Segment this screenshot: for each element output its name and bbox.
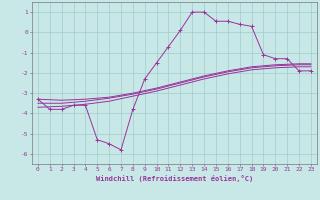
X-axis label: Windchill (Refroidissement éolien,°C): Windchill (Refroidissement éolien,°C) bbox=[96, 175, 253, 182]
